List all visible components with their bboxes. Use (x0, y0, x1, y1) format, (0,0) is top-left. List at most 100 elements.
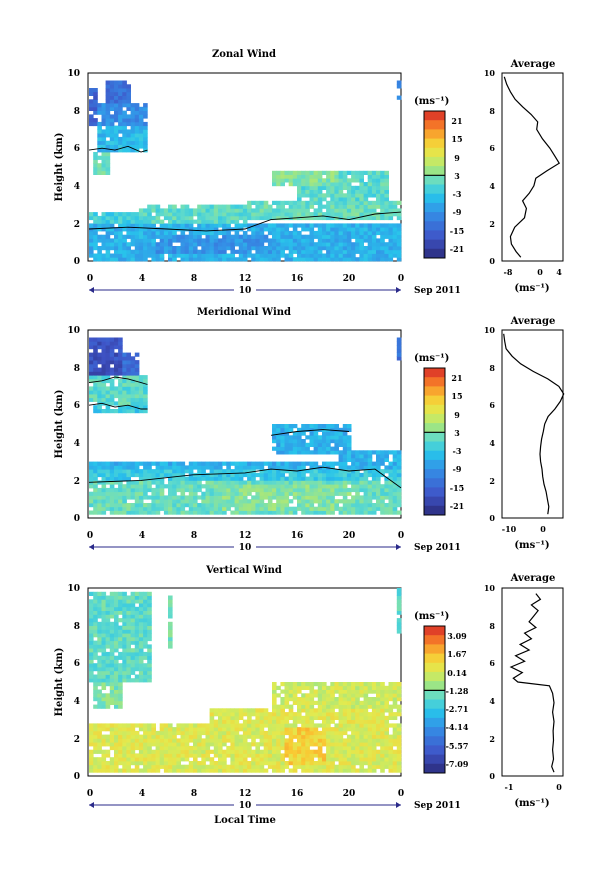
field-cell (213, 510, 219, 515)
field-cell (155, 484, 161, 489)
field-cell (371, 764, 377, 769)
field-cell (251, 212, 256, 217)
field-cell (276, 742, 281, 747)
field-cell (163, 465, 169, 470)
field-cell (109, 700, 115, 705)
field-cell (122, 674, 127, 679)
field-cell (97, 367, 102, 372)
field-cell (122, 745, 127, 751)
field-cell (359, 745, 364, 751)
field-cell (388, 685, 394, 690)
field-cell (97, 625, 102, 630)
field-cell (138, 397, 144, 402)
field-cell (230, 499, 235, 504)
field-cell (172, 223, 177, 228)
field-cell (384, 212, 389, 217)
field-cell (126, 118, 131, 123)
vertical-profile-y-tick: 8 (489, 621, 495, 631)
field-cell (155, 734, 161, 739)
field-cell (118, 118, 123, 123)
field-cell (130, 768, 136, 773)
field-cell (130, 761, 136, 766)
field-cell (259, 712, 265, 717)
field-cell (388, 253, 394, 258)
field-cell (297, 472, 302, 478)
field-cell (138, 469, 144, 474)
vertical-profile-x-ticks: -1 0 (505, 782, 563, 792)
field-cell (288, 461, 294, 466)
field-cell (101, 633, 107, 638)
field-cell (359, 461, 364, 466)
field-cell (118, 356, 123, 361)
field-cell (89, 648, 94, 653)
field-cell (313, 753, 319, 758)
field-cell (355, 510, 360, 515)
field-cell (251, 461, 256, 466)
field-cell (205, 480, 211, 485)
field-cell (176, 499, 181, 504)
field-cell (346, 491, 352, 496)
field-cell (205, 745, 211, 751)
field-cell (355, 708, 360, 713)
field-cell (251, 730, 256, 736)
field-cell (322, 424, 327, 429)
field-cell (213, 227, 219, 232)
field-cell (222, 734, 227, 739)
vertical-x-tick: 20 (343, 789, 356, 799)
field-cell (118, 723, 123, 728)
field-cell (305, 685, 310, 690)
field-cell (201, 227, 206, 232)
field-cell (180, 749, 186, 754)
vertical-y-tick: 2 (74, 735, 80, 745)
field-cell (392, 472, 398, 478)
field-cell (351, 708, 356, 713)
field-cell (276, 204, 281, 209)
field-cell (138, 651, 144, 657)
field-cell (230, 495, 235, 500)
zonal-colorbar-tick: 21 (451, 116, 462, 126)
field-cell (97, 386, 102, 391)
field-cell (184, 723, 190, 728)
field-cell (134, 678, 140, 683)
field-cell (172, 738, 177, 743)
field-cell (114, 753, 119, 758)
field-cell (126, 495, 131, 500)
field-cell (197, 753, 202, 758)
field-cell (334, 234, 339, 239)
field-cell (97, 140, 102, 145)
field-cell (176, 738, 181, 743)
field-cell (371, 745, 377, 751)
field-cell (351, 484, 356, 489)
field-cell (101, 136, 107, 142)
field-cell (317, 193, 323, 198)
field-cell (330, 178, 335, 183)
field-cell (272, 753, 277, 758)
field-cell (118, 345, 123, 350)
field-cell (297, 476, 302, 481)
field-cell (376, 170, 381, 175)
field-cell (342, 193, 348, 198)
field-cell (272, 764, 277, 769)
field-cell (222, 223, 227, 228)
field-cell (138, 506, 144, 511)
field-cell (301, 170, 306, 175)
field-cell (280, 442, 285, 447)
field-cell (209, 491, 215, 496)
field-cell (234, 234, 240, 239)
field-cell (168, 257, 173, 262)
panel-vertical: Vertical Wind 0 2 4 6 8 10 0 4 8 12 16 2… (54, 565, 564, 826)
field-cell (147, 757, 152, 762)
field-cell (359, 200, 364, 205)
field-cell (388, 208, 394, 213)
field-cell (226, 753, 231, 758)
field-cell (209, 257, 215, 262)
field-cell (168, 761, 173, 766)
field-cell (284, 212, 290, 217)
field-cell (342, 742, 348, 747)
field-cell (176, 465, 181, 470)
field-cell (97, 670, 102, 675)
field-cell (101, 670, 107, 675)
field-cell (109, 215, 115, 221)
field-cell (359, 506, 364, 511)
field-cell (272, 435, 277, 440)
